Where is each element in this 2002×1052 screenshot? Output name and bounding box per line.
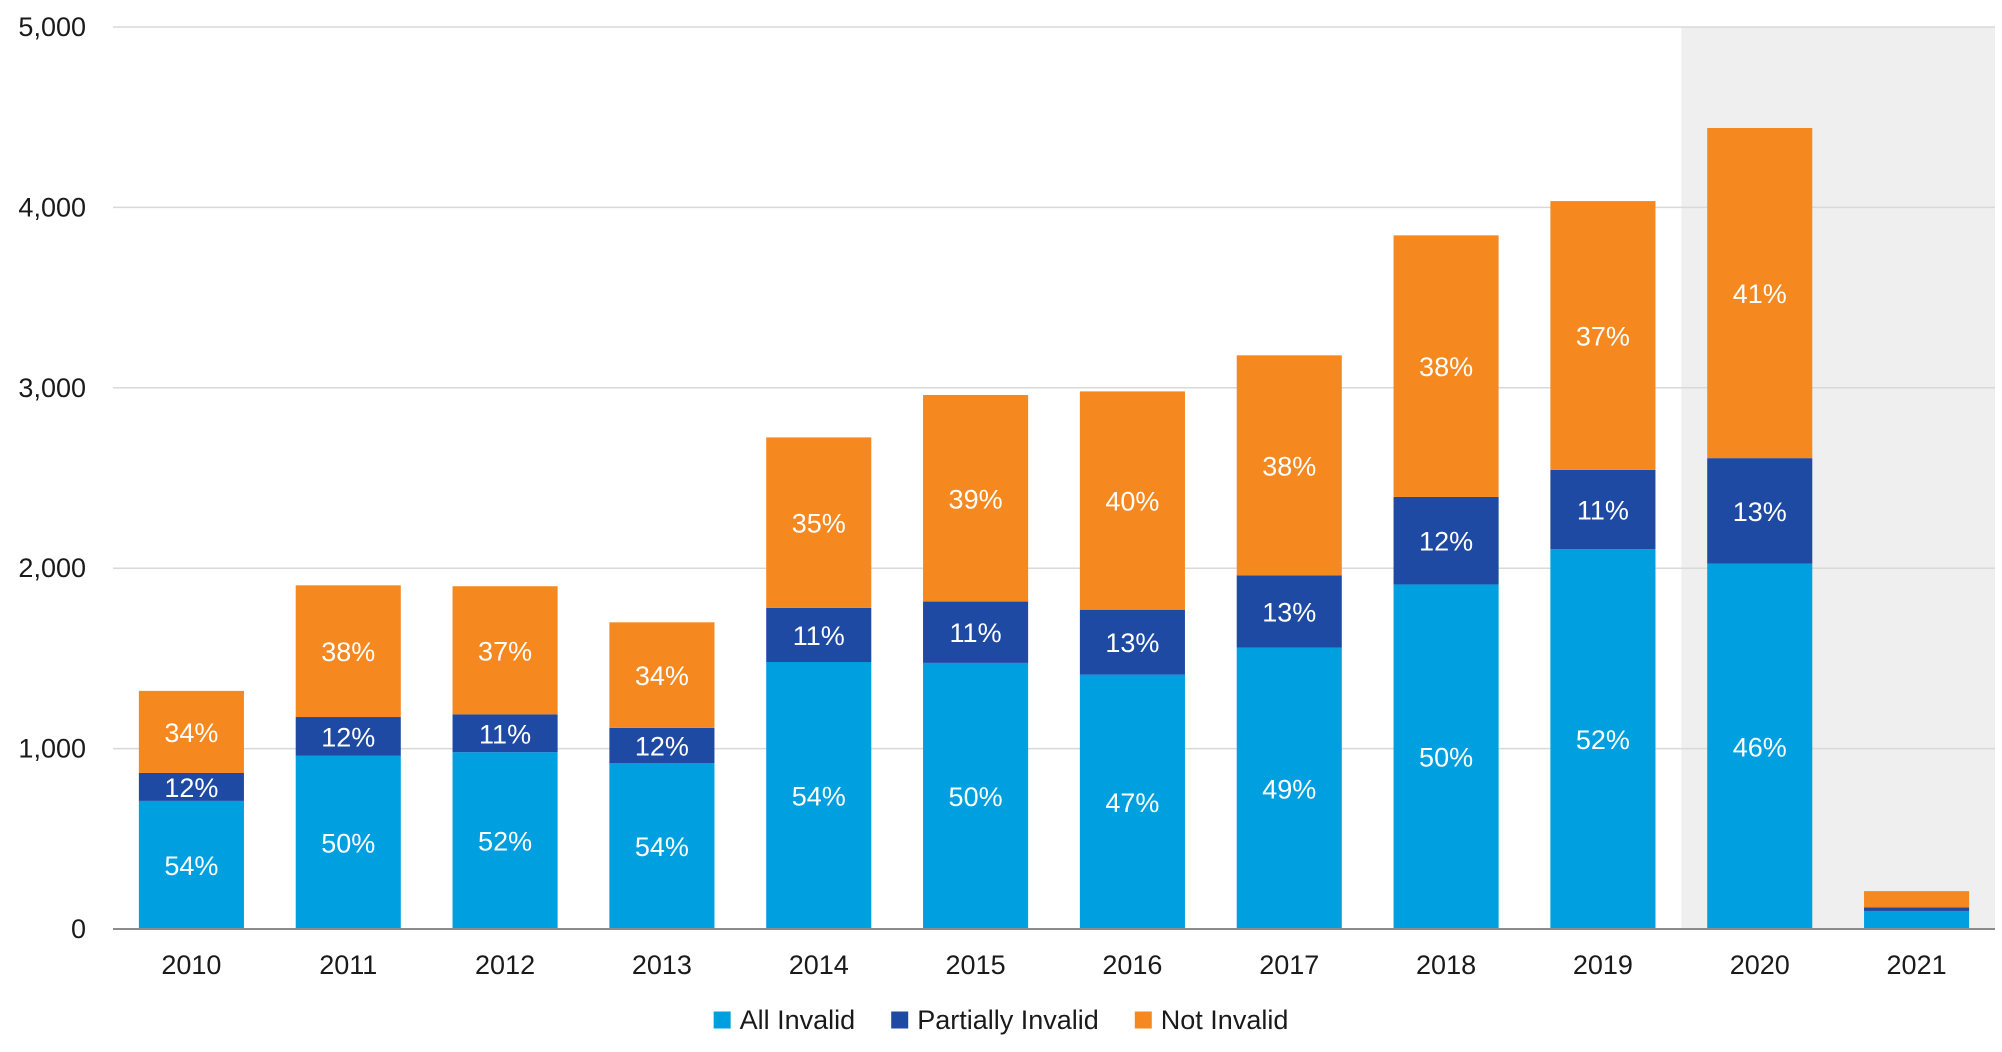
data-label: 34% (635, 661, 689, 691)
y-tick-label: 3,000 (18, 373, 86, 403)
y-tick-label: 0 (71, 914, 86, 944)
data-label: 50% (321, 828, 375, 858)
data-label: 13% (1733, 497, 1787, 527)
y-axis-tick-labels: 0 1,000 2,000 3,000 4,000 5,000 (18, 12, 86, 944)
x-tick-label: 2017 (1259, 950, 1319, 980)
legend: All Invalid Partially Invalid Not Invalid (714, 1005, 1289, 1035)
data-label: 38% (321, 637, 375, 667)
data-label: 11% (479, 719, 531, 749)
data-label: 50% (949, 782, 1003, 812)
bar-segment (1864, 911, 1969, 929)
x-axis-tick-labels: 2010 2011 2012 2013 2014 2015 2016 2017 2018 2019… (161, 950, 1946, 980)
data-label: 35% (792, 509, 846, 539)
data-label: 11% (950, 618, 1002, 648)
data-label: 52% (1576, 725, 1630, 755)
y-tick-label: 2,000 (18, 553, 86, 583)
x-tick-label: 2020 (1730, 950, 1790, 980)
x-tick-label: 2010 (161, 950, 221, 980)
y-tick-label: 4,000 (18, 192, 86, 222)
legend-swatch (891, 1012, 908, 1029)
data-label: 49% (1262, 774, 1316, 804)
data-label: 47% (1105, 788, 1159, 818)
data-label: 39% (949, 484, 1003, 514)
data-label: 40% (1105, 487, 1159, 517)
x-tick-label: 2012 (475, 950, 535, 980)
data-label: 11% (793, 621, 845, 651)
data-label: 12% (164, 773, 218, 803)
data-label: 38% (1262, 451, 1316, 481)
data-label: 13% (1105, 628, 1159, 658)
data-label: 12% (635, 731, 689, 761)
legend-label: Not Invalid (1161, 1005, 1289, 1035)
x-tick-label: 2014 (789, 950, 849, 980)
data-label: 13% (1262, 597, 1316, 627)
data-label: 38% (1419, 352, 1473, 382)
x-tick-label: 2016 (1102, 950, 1162, 980)
x-tick-label: 2013 (632, 950, 692, 980)
legend-swatch (714, 1012, 731, 1029)
legend-swatch (1135, 1012, 1152, 1029)
bar-segment (1864, 907, 1969, 911)
data-label: 37% (478, 636, 532, 666)
data-label: 50% (1419, 743, 1473, 773)
data-label: 54% (792, 782, 846, 812)
data-label: 46% (1733, 732, 1787, 762)
data-label: 52% (478, 827, 532, 857)
legend-label: All Invalid (740, 1005, 856, 1035)
data-label: 12% (321, 722, 375, 752)
x-tick-label: 2018 (1416, 950, 1476, 980)
y-tick-label: 5,000 (18, 12, 86, 42)
x-tick-label: 2021 (1887, 950, 1947, 980)
data-label: 37% (1576, 321, 1630, 351)
stacked-bar-chart: 0 1,000 2,000 3,000 4,000 5,000 54% 12% 34% 50% 1… (0, 0, 2002, 1052)
data-label: 54% (635, 832, 689, 862)
x-tick-label: 2019 (1573, 950, 1633, 980)
data-label: 54% (164, 851, 218, 881)
data-label: 34% (164, 718, 218, 748)
data-label: 11% (1577, 496, 1629, 526)
y-tick-label: 1,000 (18, 734, 86, 764)
data-label: 12% (1419, 527, 1473, 557)
x-tick-label: 2011 (319, 950, 377, 980)
data-label: 41% (1733, 279, 1787, 309)
bar-segment (1864, 891, 1969, 907)
legend-label: Partially Invalid (917, 1005, 1099, 1035)
x-tick-label: 2015 (946, 950, 1006, 980)
